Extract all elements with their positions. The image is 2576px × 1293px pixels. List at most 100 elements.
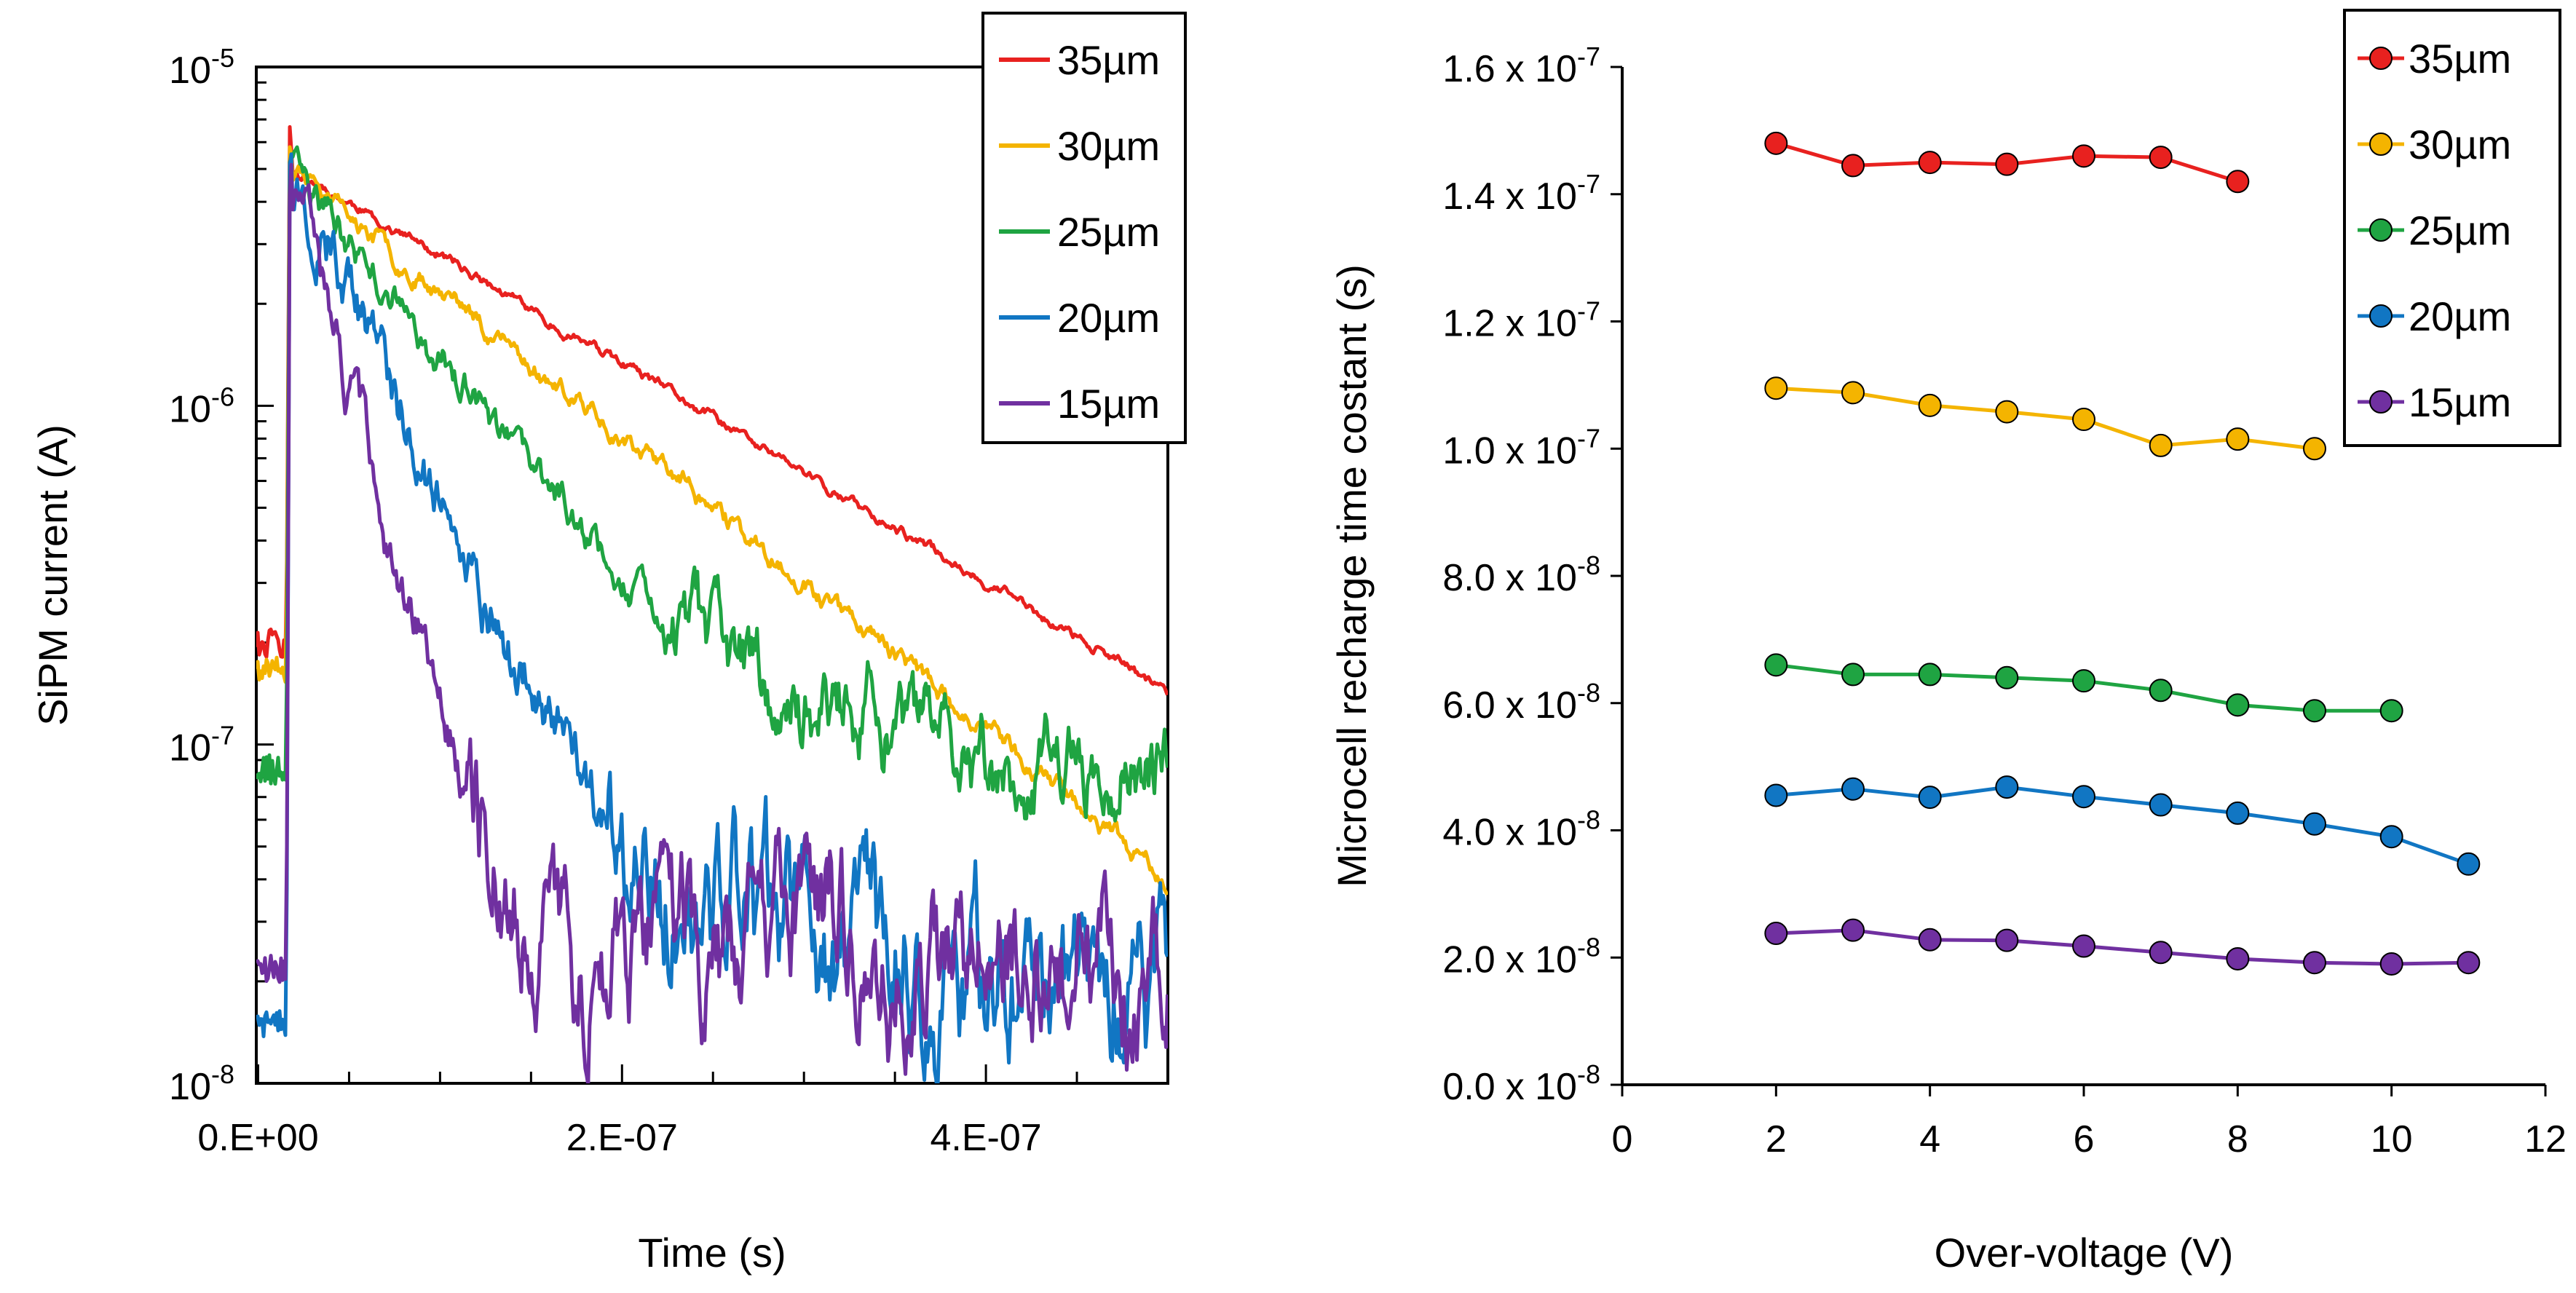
right-y-tick-mantissa: 1.0 [1442,430,1495,472]
left-legend-label: 20µm [1057,295,1160,341]
right-y-tick-base: x 10 [1506,48,1577,90]
right-y-tick-base: x 10 [1506,1066,1577,1108]
right-y-tick-mantissa: 6.0 [1442,684,1495,727]
right-y-tick-label: 1.2 x 10-7 [1442,296,1600,345]
right-series-line-3 [1776,785,2470,866]
right-legend-swatch-marker [2369,47,2393,70]
right-x-tick-label: 12 [2524,1118,2567,1160]
right-y-tick-exponent: -7 [1577,169,1600,199]
right-x-tick-label: 2 [1766,1118,1787,1160]
right-y-tick-base: x 10 [1506,430,1577,472]
right-data-point [1918,393,1942,417]
right-data-point [1841,381,1865,405]
left-series-line-0 [256,124,1168,696]
right-data-point [1918,928,1942,952]
right-data-point [1995,665,2019,689]
right-y-tick-mantissa: 2.0 [1442,938,1495,981]
right-legend-label: 35µm [2409,36,2511,82]
right-data-point [1764,653,1788,677]
left-y-tick-exponent: -5 [211,43,234,73]
left-y-tick-base: 10 [169,50,211,92]
right-data-point [2149,146,2173,170]
right-y-tick-base: x 10 [1506,175,1577,218]
right-data-point [2226,801,2250,825]
left-x-axis-label: Time (s) [638,1230,786,1276]
right-x-axis-label: Over-voltage (V) [1935,1230,2234,1276]
right-data-point [1995,928,2019,952]
right-data-point [2226,427,2250,451]
right-y-tick-label: 1.4 x 10-7 [1442,169,1600,218]
right-data-point [1918,786,1942,810]
right-y-tick-exponent: -7 [1577,423,1600,453]
right-data-point [2072,669,2095,693]
right-y-tick-mantissa: 1.2 [1442,303,1495,345]
left-legend-label: 35µm [1057,37,1160,83]
right-y-tick-label: 1.0 x 10-7 [1442,423,1600,472]
left-x-tick-label: 2.E-07 [566,1117,678,1159]
right-y-tick-mantissa: 1.6 [1442,48,1495,90]
right-data-point [1764,783,1788,807]
left-legend-label: 15µm [1057,381,1160,427]
right-x-tick-label: 4 [1919,1118,1940,1160]
right-y-tick-exponent: -8 [1577,805,1600,835]
right-data-point [2072,934,2095,958]
right-data-point [2303,951,2326,975]
right-y-tick-exponent: -8 [1577,550,1600,580]
right-y-tick-mantissa: 8.0 [1442,557,1495,599]
left-series-line-4 [256,162,1168,1083]
right-panel-recharge-time: 0 2 4 6 8 10 120.0 x 10-82.0 x 10-84.0 x 10-86.0 x… [1329,9,2567,1276]
left-y-tick-exponent: -8 [211,1059,234,1089]
right-data-point [2226,170,2250,194]
right-data-point [2379,952,2403,976]
right-legend-label: 20µm [2409,293,2511,339]
right-y-tick-label: 6.0 x 10-8 [1442,678,1600,727]
left-traces [256,124,1168,1083]
right-data-point [2072,785,2095,809]
left-x-tick-label: 0.E+00 [197,1117,318,1159]
right-y-tick-mantissa: 0.0 [1442,1066,1495,1108]
right-data-point [2226,946,2250,970]
right-y-tick-exponent: -7 [1577,41,1600,71]
right-data-point [1995,400,2019,424]
right-data-point [1918,151,1942,175]
right-data-point [2226,693,2250,717]
right-data-point [2149,793,2173,817]
right-data-point [2303,812,2326,836]
right-y-tick-label: 2.0 x 10-8 [1442,932,1600,981]
right-y-tick-label: 8.0 x 10-8 [1442,550,1600,599]
left-legend-box [981,12,1187,444]
left-y-tick-exponent: -6 [211,381,234,411]
right-data-point [1764,922,1788,946]
right-series-line-4 [1776,928,2469,966]
right-legend-label: 15µm [2409,379,2511,425]
right-legend-swatch-marker [2369,133,2393,156]
right-y-tick-exponent: -8 [1577,1059,1600,1089]
right-legend-swatch-marker [2369,218,2393,242]
left-x-tick-label: 4.E-07 [930,1117,1041,1159]
left-y-tick-exponent: -7 [211,721,234,751]
left-y-tick-label: 10-5 [169,43,234,92]
left-y-tick-base: 10 [169,727,211,770]
right-data-point [2072,408,2095,432]
right-data-point [2149,941,2173,965]
left-y-tick-base: 10 [169,1066,211,1108]
left-series-line-2 [256,145,1168,823]
right-legend-label: 25µm [2409,207,2511,253]
right-legend-label: 30µm [2409,122,2511,167]
right-data-point [2303,437,2326,461]
right-x-tick-label: 0 [1612,1118,1633,1160]
right-y-tick-label: 1.6 x 10-7 [1442,41,1600,90]
right-y-tick-base: x 10 [1506,812,1577,854]
left-legend-label: 30µm [1057,123,1160,169]
left-y-tick-label: 10-6 [169,381,234,430]
right-y-tick-label: 4.0 x 10-8 [1442,805,1600,854]
right-y-tick-base: x 10 [1506,938,1577,981]
left-legend-label: 25µm [1057,209,1160,255]
right-y-tick-base: x 10 [1506,684,1577,727]
right-legend-swatch-marker [2369,304,2393,328]
right-y-tick-exponent: -7 [1577,296,1600,326]
right-data-point [1764,376,1788,400]
right-series-line-1 [1776,386,2315,451]
